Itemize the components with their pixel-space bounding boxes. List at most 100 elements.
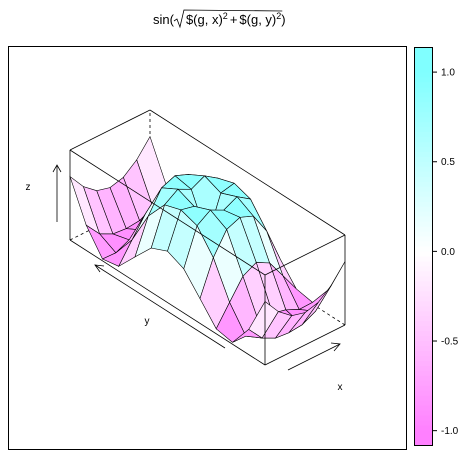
title-part: $(g, x) [186,12,223,27]
colorkey-strip [414,116,432,123]
colorkey-strip [414,161,432,167]
colorkey-strip [414,176,432,182]
z-arrow-head [52,164,62,173]
colorkey-strip [414,81,432,88]
colorkey-strip [414,121,432,128]
colorkey-strip [414,350,432,356]
colorkey-strip [414,355,432,361]
colorkey-strip [414,285,432,292]
colorkey-strip [414,280,432,287]
colorkey-strip [414,360,432,366]
panel-border [8,46,407,450]
colorkey-strip [414,250,432,257]
colorkey-strip [414,71,432,78]
colorkey-strip [414,96,432,103]
y-arrow [94,264,226,349]
box-edge [69,239,266,366]
colorkey-strip [414,275,432,282]
colorkey-strip [414,231,432,237]
colorkey-strip [414,320,432,327]
colorkey-strip [414,270,432,277]
colorkey-tick-label: -0.5 [441,337,459,348]
colorkey-strip [414,315,432,322]
colorkey-strip [414,335,432,342]
colorkey-strip [414,191,432,197]
colorkey-tick-label: -1.0 [441,426,459,437]
title-part: 2 [223,11,228,21]
colorkey-strip [414,186,432,192]
x-arrow-head [330,342,341,352]
colorkey-strip [414,330,432,337]
colorkey-strip [414,440,432,446]
colorkey-strip [414,385,432,391]
colorkey-strip [414,290,432,297]
colorkey-strip [414,260,432,267]
colorkey-strip [414,241,432,247]
colorkey-strip [414,380,432,386]
colorkey-strip [414,76,432,83]
title-part: ) [281,12,285,27]
colorkey-strip [414,236,432,242]
colorkey-strip [414,325,432,332]
colorkey-strip [414,166,432,172]
colorkey-strip [414,47,432,53]
colorkey-strip [414,196,432,202]
colorkey-tick-label: 1.0 [441,68,455,79]
colorkey-tick-label: 0.0 [441,247,455,258]
colorkey-strip [414,365,432,371]
colorkey-strip [414,305,432,312]
colorkey-strip [414,265,432,272]
box-edge [264,234,346,276]
colorkey-strip [414,171,432,177]
colorkey-strip [414,106,432,113]
colorkey-strip [414,211,432,217]
colorkey-strip [414,226,432,232]
colorkey-strip [414,295,432,302]
box-edge [149,109,346,236]
colorkey-strip [414,216,432,222]
axis-arrows [52,164,341,371]
colorkey-strip [414,91,432,98]
box-edge [264,324,346,366]
colorkey-strip [414,246,432,252]
colorkey-strip [414,405,432,411]
colorkey-strip [414,420,432,426]
colorkey-strip [414,156,432,162]
colorkey-strip [414,415,432,421]
colorkey-strip [414,141,432,147]
surface-cell [248,301,279,339]
colorkey-strip [414,345,432,351]
title-part: $(g, y) [239,12,276,27]
colorkey: 1.0 0.5 0.0 -0.5 -1.0 [414,47,459,446]
x-axis-label: x [338,382,343,393]
box-edge [69,149,266,276]
colorkey-border [414,47,433,446]
colorkey-strip [414,310,432,317]
colorkey-strip [414,51,432,58]
title-part: sin( [153,12,175,27]
colorkey-strip [414,201,432,207]
colorkey-strip [414,101,432,108]
colorkey-tick-label: 0.5 [441,157,455,168]
colorkey-strip [414,390,432,396]
chart-title: sin($(g, x)2 + $(g, y)2) [153,11,286,27]
colorkey-strip [414,221,432,227]
y-arrow-head [94,264,105,273]
colorkey-strip [414,375,432,381]
colorkey-strip [414,61,432,68]
radical-sign [173,9,283,29]
colorkey-strip [414,400,432,406]
colorkey-strip [414,425,432,431]
colorkey-strip [414,395,432,401]
surface [69,135,346,343]
colorkey-strip [414,410,432,416]
colorkey-strip [414,111,432,118]
bounding-box-front [69,149,346,366]
colorkey-strip [414,66,432,73]
colorkey-strip [414,86,432,93]
colorkey-strip [414,370,432,376]
colorkey-strip [414,255,432,262]
colorkey-strip [414,131,432,138]
colorkey-strip [414,151,432,157]
